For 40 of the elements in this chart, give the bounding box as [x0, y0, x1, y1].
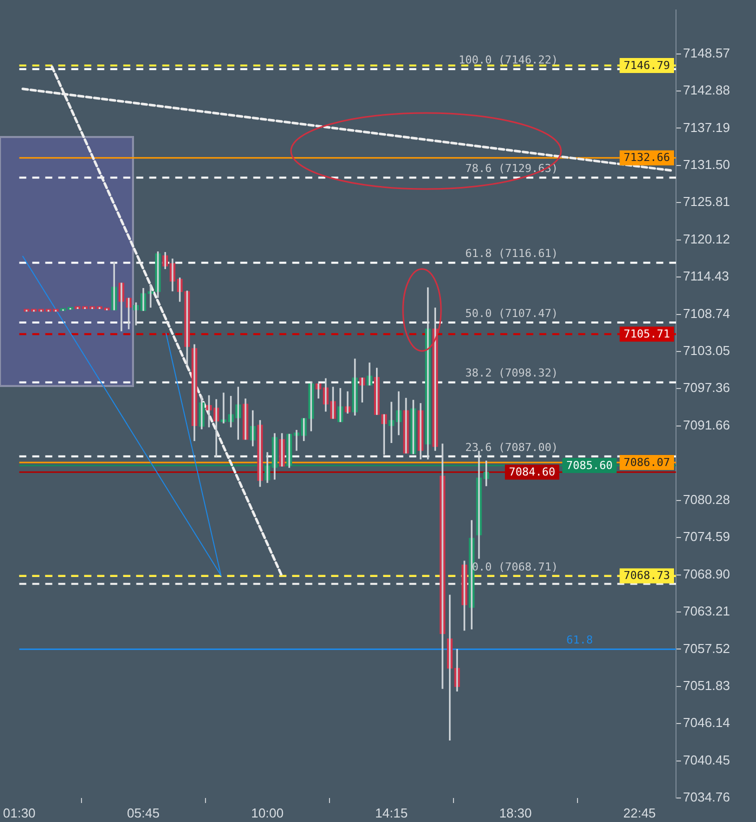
y-tick-label: 7080.28: [683, 492, 730, 507]
ref-line-label: 7068.73: [624, 569, 670, 582]
y-tick-label: 7074.59: [683, 529, 730, 544]
ref-line-label: 7086.07: [624, 456, 670, 469]
y-tick-label: 7125.81: [683, 194, 730, 210]
y-tick-label: 7091.66: [683, 418, 730, 433]
y-tick-label: 7103.05: [683, 343, 730, 358]
x-tick-label: 05:45: [127, 805, 160, 820]
ref-line-label: 7085.60: [566, 458, 613, 472]
y-tick-label: 7142.88: [683, 82, 730, 98]
ref-line-label: 7084.60: [508, 465, 556, 478]
x-tick-label: 14:15: [375, 805, 408, 820]
y-tick-label: 7120.12: [683, 231, 730, 246]
y-tick-label: 7114.43: [683, 268, 730, 284]
ref-line-label: 23.6 (7087.00): [465, 440, 558, 454]
y-tick-label: 7051.83: [683, 678, 730, 693]
ref-line-label: 38.2 (7098.32): [465, 366, 558, 380]
ref-line-label: 61.8 (7116.61): [465, 247, 558, 260]
y-tick-label: 7057.52: [683, 640, 730, 656]
y-tick-label: 7040.45: [683, 752, 730, 768]
y-tick-label: 7034.76: [683, 790, 730, 805]
x-tick-label: 01:30: [2, 805, 36, 820]
x-tick-label: 22:45: [623, 805, 656, 820]
y-tick-label: 7097.36: [683, 380, 730, 396]
ref-line-label: 7132.66: [624, 151, 670, 164]
ref-line-label: 100.0 (7146.22): [458, 54, 558, 67]
y-tick-label: 7108.74: [683, 306, 730, 321]
y-tick-label: 7131.50: [683, 157, 730, 172]
ref-line-label: 0.0 (7068.71): [472, 560, 558, 574]
y-tick-label: 7063.21: [683, 604, 730, 619]
ref-line-label: 7105.71: [624, 327, 670, 340]
ref-line-label: 50.0 (7107.47): [465, 306, 558, 320]
x-tick-label: 18:30: [499, 805, 532, 820]
y-tick-label: 7148.57: [683, 45, 730, 60]
ref-line-label: 7146.79: [624, 58, 670, 72]
y-tick-label: 7046.14: [683, 715, 730, 730]
annotation: 61.8: [566, 634, 593, 647]
x-tick-label: 10:00: [251, 805, 284, 820]
y-tick-label: 7068.90: [683, 566, 730, 582]
y-tick-label: 7137.19: [683, 120, 730, 135]
